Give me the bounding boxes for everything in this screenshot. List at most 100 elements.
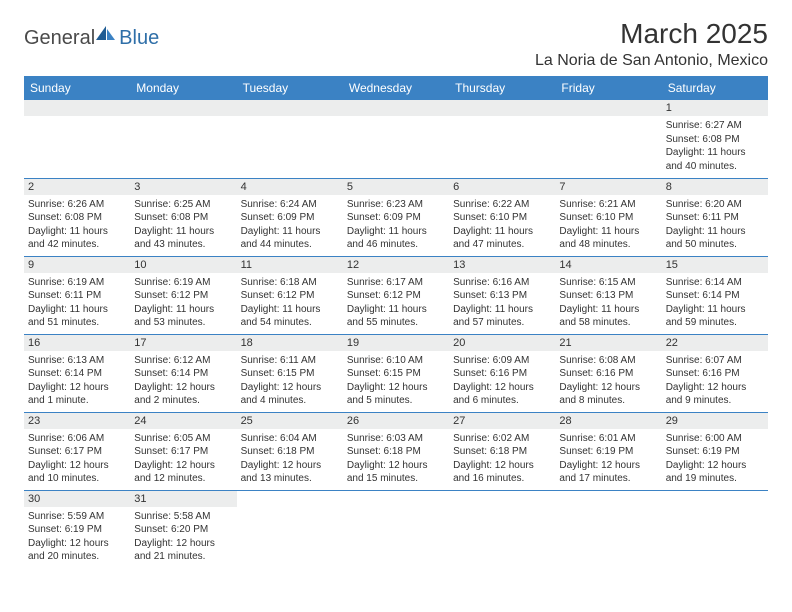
- logo-text-general: General: [24, 27, 95, 50]
- sunset-text: Sunset: 6:10 PM: [453, 211, 551, 225]
- weekday-header: Sunday: [24, 76, 130, 100]
- weekday-header: Monday: [130, 76, 236, 100]
- day-number: 8: [662, 179, 768, 195]
- daylight-text: Daylight: 11 hours and 42 minutes.: [28, 225, 126, 252]
- day-content: Sunrise: 5:59 AMSunset: 6:19 PMDaylight:…: [24, 507, 130, 567]
- day-number: 21: [555, 335, 661, 351]
- sunrise-text: Sunrise: 6:17 AM: [347, 276, 445, 290]
- calendar-row: 9Sunrise: 6:19 AMSunset: 6:11 PMDaylight…: [24, 256, 768, 334]
- day-cell: 12Sunrise: 6:17 AMSunset: 6:12 PMDayligh…: [343, 256, 449, 334]
- daylight-text: Daylight: 12 hours and 9 minutes.: [666, 381, 764, 408]
- day-cell: 9Sunrise: 6:19 AMSunset: 6:11 PMDaylight…: [24, 256, 130, 334]
- empty-cell: [237, 100, 343, 178]
- daylight-text: Daylight: 11 hours and 48 minutes.: [559, 225, 657, 252]
- sunset-text: Sunset: 6:14 PM: [666, 289, 764, 303]
- daylight-text: Daylight: 11 hours and 58 minutes.: [559, 303, 657, 330]
- calendar-row: 23Sunrise: 6:06 AMSunset: 6:17 PMDayligh…: [24, 412, 768, 490]
- sunset-text: Sunset: 6:17 PM: [134, 445, 232, 459]
- daylight-text: Daylight: 12 hours and 19 minutes.: [666, 459, 764, 486]
- sunrise-text: Sunrise: 6:16 AM: [453, 276, 551, 290]
- day-content: Sunrise: 6:09 AMSunset: 6:16 PMDaylight:…: [449, 351, 555, 411]
- daylight-text: Daylight: 11 hours and 57 minutes.: [453, 303, 551, 330]
- day-content: Sunrise: 6:19 AMSunset: 6:11 PMDaylight:…: [24, 273, 130, 333]
- sunrise-text: Sunrise: 6:22 AM: [453, 198, 551, 212]
- sunrise-text: Sunrise: 6:19 AM: [134, 276, 232, 290]
- daylight-text: Daylight: 12 hours and 13 minutes.: [241, 459, 339, 486]
- day-content: Sunrise: 6:03 AMSunset: 6:18 PMDaylight:…: [343, 429, 449, 489]
- day-number: 19: [343, 335, 449, 351]
- sunrise-text: Sunrise: 6:08 AM: [559, 354, 657, 368]
- sunset-text: Sunset: 6:08 PM: [134, 211, 232, 225]
- day-cell: 3Sunrise: 6:25 AMSunset: 6:08 PMDaylight…: [130, 178, 236, 256]
- sunrise-text: Sunrise: 6:27 AM: [666, 119, 764, 133]
- empty-daynum: [343, 100, 449, 116]
- daylight-text: Daylight: 12 hours and 1 minute.: [28, 381, 126, 408]
- day-number: 10: [130, 257, 236, 273]
- calendar-row: 1Sunrise: 6:27 AMSunset: 6:08 PMDaylight…: [24, 100, 768, 178]
- daylight-text: Daylight: 11 hours and 54 minutes.: [241, 303, 339, 330]
- daylight-text: Daylight: 12 hours and 2 minutes.: [134, 381, 232, 408]
- empty-cell: [662, 490, 768, 568]
- day-cell: 14Sunrise: 6:15 AMSunset: 6:13 PMDayligh…: [555, 256, 661, 334]
- day-cell: 10Sunrise: 6:19 AMSunset: 6:12 PMDayligh…: [130, 256, 236, 334]
- day-content: Sunrise: 6:18 AMSunset: 6:12 PMDaylight:…: [237, 273, 343, 333]
- day-content: Sunrise: 6:17 AMSunset: 6:12 PMDaylight:…: [343, 273, 449, 333]
- sunrise-text: Sunrise: 6:20 AM: [666, 198, 764, 212]
- weekday-header: Tuesday: [237, 76, 343, 100]
- sunset-text: Sunset: 6:16 PM: [559, 367, 657, 381]
- day-content: Sunrise: 6:06 AMSunset: 6:17 PMDaylight:…: [24, 429, 130, 489]
- day-cell: 5Sunrise: 6:23 AMSunset: 6:09 PMDaylight…: [343, 178, 449, 256]
- day-content: Sunrise: 6:08 AMSunset: 6:16 PMDaylight:…: [555, 351, 661, 411]
- sunrise-text: Sunrise: 6:03 AM: [347, 432, 445, 446]
- sunset-text: Sunset: 6:16 PM: [453, 367, 551, 381]
- sunrise-text: Sunrise: 6:00 AM: [666, 432, 764, 446]
- day-number: 26: [343, 413, 449, 429]
- day-content: Sunrise: 6:07 AMSunset: 6:16 PMDaylight:…: [662, 351, 768, 411]
- day-number: 11: [237, 257, 343, 273]
- day-content: Sunrise: 6:16 AMSunset: 6:13 PMDaylight:…: [449, 273, 555, 333]
- day-content: Sunrise: 5:58 AMSunset: 6:20 PMDaylight:…: [130, 507, 236, 567]
- day-content: Sunrise: 6:27 AMSunset: 6:08 PMDaylight:…: [662, 116, 768, 176]
- day-number: 23: [24, 413, 130, 429]
- weekday-header: Thursday: [449, 76, 555, 100]
- sunrise-text: Sunrise: 6:23 AM: [347, 198, 445, 212]
- daylight-text: Daylight: 12 hours and 20 minutes.: [28, 537, 126, 564]
- sunrise-text: Sunrise: 6:09 AM: [453, 354, 551, 368]
- daylight-text: Daylight: 12 hours and 8 minutes.: [559, 381, 657, 408]
- daylight-text: Daylight: 11 hours and 55 minutes.: [347, 303, 445, 330]
- daylight-text: Daylight: 12 hours and 10 minutes.: [28, 459, 126, 486]
- day-number: 20: [449, 335, 555, 351]
- daylight-text: Daylight: 11 hours and 40 minutes.: [666, 146, 764, 173]
- sunrise-text: Sunrise: 6:04 AM: [241, 432, 339, 446]
- sunset-text: Sunset: 6:16 PM: [666, 367, 764, 381]
- day-content: Sunrise: 6:23 AMSunset: 6:09 PMDaylight:…: [343, 195, 449, 255]
- sunrise-text: Sunrise: 6:12 AM: [134, 354, 232, 368]
- sunrise-text: Sunrise: 6:07 AM: [666, 354, 764, 368]
- day-content: Sunrise: 6:12 AMSunset: 6:14 PMDaylight:…: [130, 351, 236, 411]
- logo-text-blue: Blue: [119, 27, 159, 50]
- location-subtitle: La Noria de San Antonio, Mexico: [535, 52, 768, 70]
- sunrise-text: Sunrise: 6:15 AM: [559, 276, 657, 290]
- day-cell: 20Sunrise: 6:09 AMSunset: 6:16 PMDayligh…: [449, 334, 555, 412]
- day-cell: 25Sunrise: 6:04 AMSunset: 6:18 PMDayligh…: [237, 412, 343, 490]
- day-cell: 2Sunrise: 6:26 AMSunset: 6:08 PMDaylight…: [24, 178, 130, 256]
- sunrise-text: Sunrise: 6:06 AM: [28, 432, 126, 446]
- day-number: 18: [237, 335, 343, 351]
- day-cell: 24Sunrise: 6:05 AMSunset: 6:17 PMDayligh…: [130, 412, 236, 490]
- sunset-text: Sunset: 6:14 PM: [134, 367, 232, 381]
- day-content: Sunrise: 6:02 AMSunset: 6:18 PMDaylight:…: [449, 429, 555, 489]
- sunset-text: Sunset: 6:19 PM: [28, 523, 126, 537]
- sunrise-text: Sunrise: 6:10 AM: [347, 354, 445, 368]
- sunrise-text: Sunrise: 5:59 AM: [28, 510, 126, 524]
- day-cell: 18Sunrise: 6:11 AMSunset: 6:15 PMDayligh…: [237, 334, 343, 412]
- sunset-text: Sunset: 6:15 PM: [241, 367, 339, 381]
- day-number: 22: [662, 335, 768, 351]
- sunrise-text: Sunrise: 5:58 AM: [134, 510, 232, 524]
- empty-daynum: [449, 100, 555, 116]
- day-number: 2: [24, 179, 130, 195]
- day-content: Sunrise: 6:00 AMSunset: 6:19 PMDaylight:…: [662, 429, 768, 489]
- day-content: Sunrise: 6:10 AMSunset: 6:15 PMDaylight:…: [343, 351, 449, 411]
- day-number: 14: [555, 257, 661, 273]
- calendar-row: 30Sunrise: 5:59 AMSunset: 6:19 PMDayligh…: [24, 490, 768, 568]
- sunrise-text: Sunrise: 6:05 AM: [134, 432, 232, 446]
